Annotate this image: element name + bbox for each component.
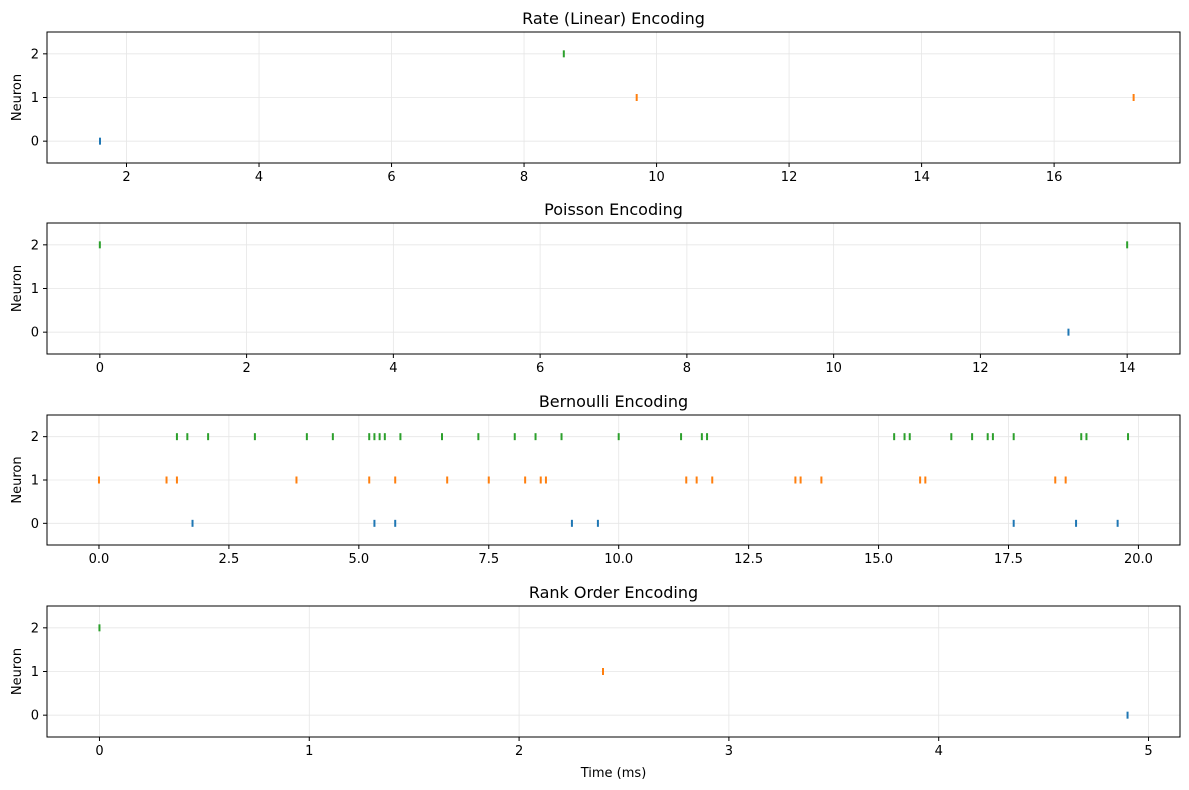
x-tick-label: 7.5: [478, 552, 499, 567]
x-axis-label: Time (ms): [580, 766, 647, 781]
x-tick-label: 2.5: [219, 552, 240, 567]
x-tick-label: 10.0: [604, 552, 633, 567]
y-tick-label: 0: [31, 517, 39, 532]
y-tick-label: 0: [31, 326, 39, 341]
x-tick-label: 2: [122, 170, 130, 185]
y-tick-label: 2: [31, 47, 39, 62]
y-tick-label: 0: [31, 709, 39, 724]
x-tick-label: 5.0: [348, 552, 369, 567]
x-tick-label: 20.0: [1124, 552, 1153, 567]
y-tick-label: 2: [31, 430, 39, 445]
panel-title: Poisson Encoding: [544, 200, 683, 219]
y-tick-label: 0: [31, 135, 39, 150]
y-axis-label: Neuron: [10, 265, 25, 312]
x-tick-label: 2: [242, 361, 250, 376]
y-tick-label: 1: [31, 282, 39, 297]
y-tick-label: 2: [31, 238, 39, 253]
x-tick-label: 12: [781, 170, 798, 185]
y-tick-label: 1: [31, 474, 39, 489]
y-tick-label: 1: [31, 665, 39, 680]
x-tick-label: 4: [389, 361, 397, 376]
x-tick-label: 0: [95, 744, 103, 759]
x-tick-label: 12: [972, 361, 989, 376]
x-tick-label: 8: [683, 361, 691, 376]
x-tick-label: 12.5: [734, 552, 763, 567]
x-tick-label: 10: [648, 170, 665, 185]
x-tick-label: 6: [536, 361, 544, 376]
x-tick-label: 10: [825, 361, 842, 376]
x-tick-label: 17.5: [994, 552, 1023, 567]
x-tick-label: 4: [935, 744, 943, 759]
x-tick-label: 14: [913, 170, 930, 185]
x-tick-label: 1: [305, 744, 313, 759]
x-tick-label: 3: [725, 744, 733, 759]
y-axis-label: Neuron: [10, 648, 25, 695]
y-axis-label: Neuron: [10, 74, 25, 121]
y-axis-label: Neuron: [10, 456, 25, 503]
x-tick-label: 5: [1144, 744, 1152, 759]
y-tick-label: 1: [31, 91, 39, 106]
panel-title: Bernoulli Encoding: [539, 392, 688, 411]
x-tick-label: 0.0: [89, 552, 110, 567]
panel-4: 0 1 2 3 4 5 0 1 2 Rank Order Encoding Neuron Time (…: [10, 583, 1181, 781]
panel-title: Rate (Linear) Encoding: [522, 9, 705, 28]
x-tick-label: 4: [255, 170, 263, 185]
panel-title: Rank Order Encoding: [529, 583, 698, 602]
x-tick-label: 16: [1046, 170, 1063, 185]
x-tick-label: 2: [515, 744, 523, 759]
x-tick-label: 14: [1119, 361, 1136, 376]
x-tick-label: 6: [387, 170, 395, 185]
panel-3: 0.0 2.5 5.0 7.5 10.0 12.5 15.0 17.5 20.0 0 1 2 Berno…: [10, 392, 1181, 567]
x-tick-label: 0: [96, 361, 104, 376]
x-tick-label: 8: [520, 170, 528, 185]
y-tick-label: 2: [31, 621, 39, 636]
x-tick-label: 15.0: [864, 552, 893, 567]
